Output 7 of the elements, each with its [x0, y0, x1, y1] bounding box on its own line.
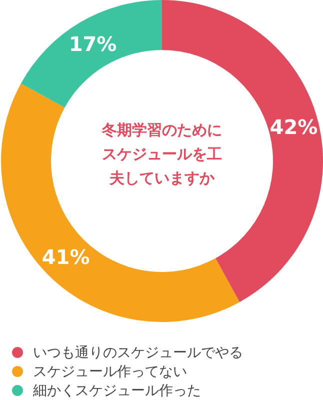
- data-label: 42%: [270, 115, 318, 140]
- text: 冬期学習のためにスケジュールを工夫していますか: [100, 120, 223, 189]
- data-label: 17%: [68, 32, 117, 56]
- legend-label: 細かくスケジュール作った: [33, 382, 201, 400]
- legend-label: スケジュール作ってない: [33, 362, 187, 380]
- legend-label: いつも通りのスケジュールでやる: [33, 344, 243, 362]
- data-label: 41%: [42, 245, 90, 270]
